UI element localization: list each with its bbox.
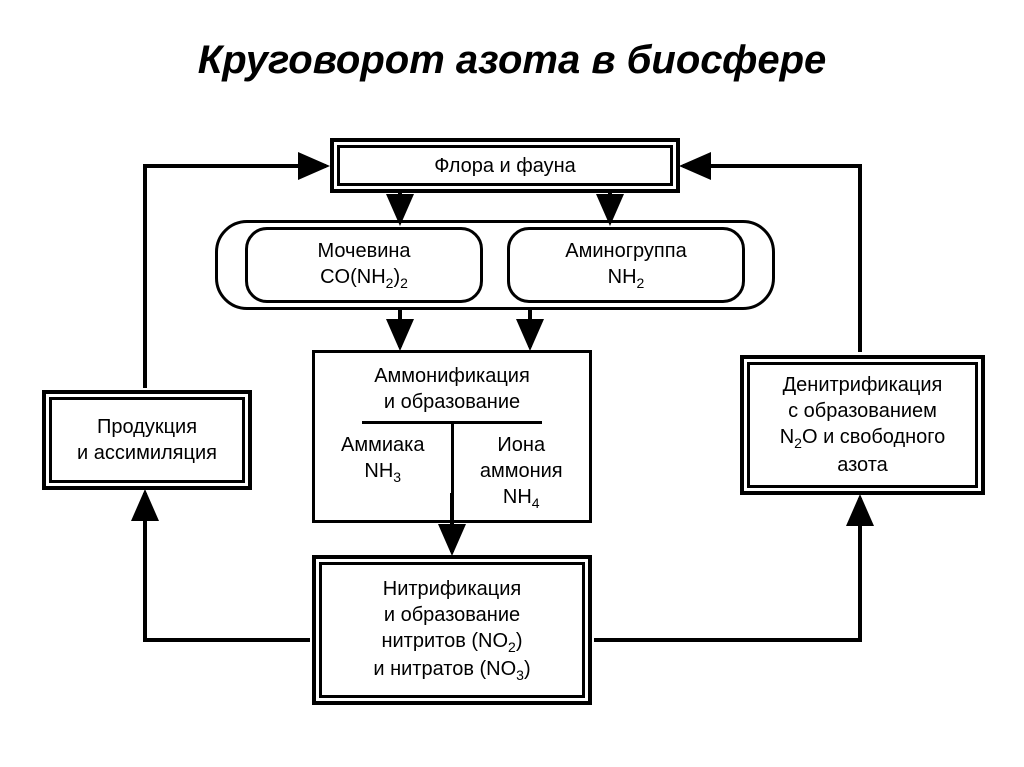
denitr-line1: Денитрификация	[783, 372, 943, 398]
urea-formula: CO(NH2)2	[262, 264, 466, 292]
node-urea: Мочевина CO(NH2)2	[245, 227, 483, 303]
nitrif-line4: и нитратов (NO3)	[373, 656, 530, 684]
node-ammonification: Аммонификация и образование Аммиака NH3 …	[312, 350, 592, 523]
node-nitrification: Нитрификация и образование нитритов (NO2…	[312, 555, 592, 705]
node-amino: Аминогруппа NH2	[507, 227, 745, 303]
node-production: Продукция и ассимиляция	[42, 390, 252, 490]
flora-fauna-label: Флора и фауна	[434, 153, 576, 179]
node-intermediates-group: Мочевина CO(NH2)2 Аминогруппа NH2	[215, 220, 775, 310]
production-line2: и ассимиляция	[77, 440, 217, 466]
diagram-title: Круговорот азота в биосфере	[0, 38, 1024, 83]
nitrif-line2: и образование	[384, 602, 520, 628]
ammon-left: Аммиака NH3	[315, 424, 454, 520]
ammon-header: Аммонификация и образование	[362, 353, 542, 424]
amino-line1: Аминогруппа	[524, 238, 728, 264]
nitrif-line1: Нитрификация	[383, 576, 521, 602]
amino-formula: NH2	[524, 264, 728, 292]
denitr-line4: азота	[837, 452, 888, 478]
nitrif-line3: нитритов (NO2)	[381, 628, 522, 656]
denitr-line3: N2O и свободного	[780, 424, 946, 452]
ammon-right: Иона аммония NH4	[454, 424, 590, 520]
production-line1: Продукция	[97, 414, 197, 440]
denitr-line2: с образованием	[788, 398, 937, 424]
urea-line1: Мочевина	[262, 238, 466, 264]
node-denitrification: Денитрификация с образованием N2O и своб…	[740, 355, 985, 495]
node-flora-fauna: Флора и фауна	[330, 138, 680, 193]
